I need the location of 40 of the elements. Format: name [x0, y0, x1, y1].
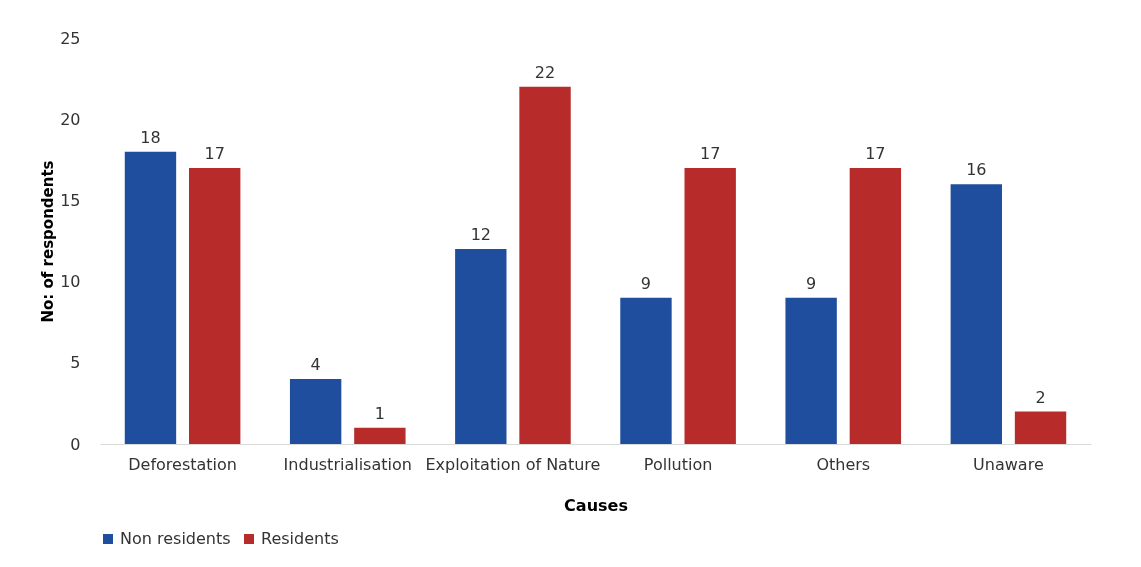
y-tick-label: 25	[60, 28, 81, 48]
bar	[354, 427, 406, 444]
bar	[189, 167, 241, 444]
data-label: 9	[640, 273, 652, 293]
bar	[849, 167, 902, 444]
data-label: 12	[470, 225, 491, 245]
data-label: 4	[310, 355, 321, 375]
bar	[124, 151, 177, 444]
data-label: 17	[865, 143, 886, 163]
y-tick-label: 0	[70, 434, 81, 454]
data-label: 16	[966, 160, 987, 180]
data-label: 17	[204, 143, 225, 163]
bar	[289, 379, 342, 444]
bar	[1014, 411, 1067, 444]
x-tick-label: Deforestation	[128, 454, 237, 474]
bar	[455, 249, 507, 444]
legend-label: Non residents	[120, 529, 231, 548]
y-tick-label: 5	[70, 353, 81, 373]
data-label: 2	[1035, 387, 1046, 407]
x-tick-label: Pollution	[643, 454, 713, 474]
y-tick-label: 20	[60, 109, 81, 129]
data-label: 18	[140, 127, 161, 147]
data-label: 22	[534, 62, 556, 82]
x-tick-label: Others	[816, 454, 871, 474]
y-tick-label: 15	[60, 190, 81, 210]
bar	[950, 184, 1002, 444]
x-tick-label: Industrialisation	[283, 454, 412, 474]
y-axis-title: No: of respondents	[39, 160, 58, 323]
x-tick-label: Exploitation of Nature	[425, 454, 601, 474]
data-label: 9	[806, 273, 817, 293]
legend-label: Residents	[261, 529, 339, 548]
x-tick-label: Unaware	[973, 454, 1044, 474]
x-axis-title: Causes	[564, 495, 628, 515]
data-label: 1	[374, 403, 385, 423]
y-tick-label: 10	[60, 272, 81, 292]
bar	[620, 297, 672, 444]
bar	[519, 86, 571, 444]
bar	[684, 167, 736, 444]
data-label: 17	[700, 143, 721, 163]
bar	[785, 297, 837, 444]
